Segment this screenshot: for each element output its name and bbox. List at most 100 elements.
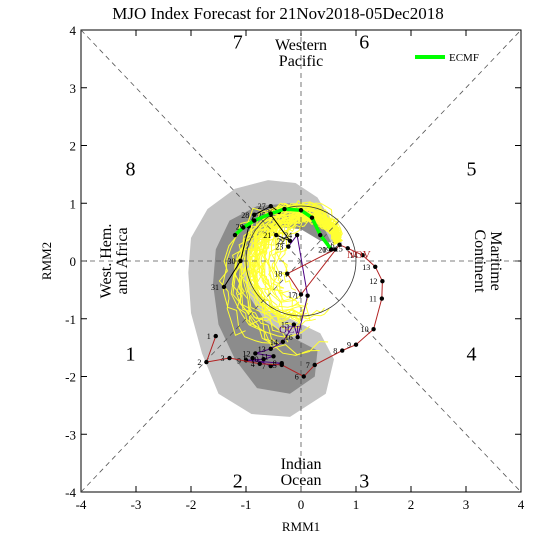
y-tick-label: -1 xyxy=(65,312,76,327)
ecmf-point xyxy=(252,218,257,223)
observed-oct-day-label: 6 xyxy=(244,354,248,363)
observed-late-day-label: 30 xyxy=(228,257,236,266)
observed-nov-point xyxy=(373,264,378,269)
phase-number-1: 1 xyxy=(126,343,136,365)
observed-oct-point xyxy=(294,232,300,238)
phase-number-3: 3 xyxy=(359,470,369,492)
observed-nov-point xyxy=(285,271,290,276)
observed-oct-point xyxy=(286,244,291,249)
observed-nov-point xyxy=(279,362,284,368)
observed-oct-day-label: 10 xyxy=(251,355,259,364)
observed-oct-point xyxy=(261,356,266,362)
region-label-line: Pacific xyxy=(279,53,323,70)
observed-nov-point xyxy=(337,242,342,248)
observed-late-day-label: 25 xyxy=(258,211,266,220)
observed-nov-point xyxy=(360,253,365,258)
x-tick-label: 3 xyxy=(463,497,470,512)
y-tick-label: 0 xyxy=(70,254,77,269)
observed-late-day-label: 31 xyxy=(211,283,219,292)
y-tick-label: 4 xyxy=(70,23,77,38)
x-axis-label: RMM1 xyxy=(282,519,320,534)
observed-oct-day-label: 15 xyxy=(281,321,289,330)
region-label-line: Maritime xyxy=(487,231,504,291)
month-label-nov: NOV xyxy=(347,249,371,261)
x-tick-label: -1 xyxy=(241,497,252,512)
observed-nov-point xyxy=(332,247,338,252)
observed-oct-point xyxy=(268,363,273,369)
ecmf-forecast-track xyxy=(232,206,334,252)
observed-oct-point xyxy=(305,293,310,298)
observed-oct-day-label: 9 xyxy=(237,356,241,365)
region-label-line: Continent xyxy=(471,229,488,293)
observed-late-day-label: 21 xyxy=(263,231,271,240)
observed-oct-point xyxy=(291,322,297,327)
observed-nov-line xyxy=(205,244,383,378)
observed-nov-day-label: 19 xyxy=(322,245,330,254)
legend: ECMF xyxy=(415,52,479,64)
observed-nov-point xyxy=(379,296,385,301)
observed-nov-day-label: 8 xyxy=(333,347,337,356)
region-label-line: Western xyxy=(275,37,327,54)
ensemble-member-line xyxy=(241,208,339,332)
observed-nov-point xyxy=(380,279,385,284)
observed-oct-point xyxy=(253,351,258,356)
ecmf-point xyxy=(298,207,304,213)
observed-nov-point xyxy=(227,355,232,361)
observed-late-point xyxy=(252,212,257,217)
x-tick-label: 1 xyxy=(353,497,360,512)
observed-late-point xyxy=(287,238,293,243)
ecmf-point xyxy=(318,232,323,238)
observed-oct-point xyxy=(271,354,276,359)
observed-nov-day-label: 10 xyxy=(361,325,369,334)
y-tick-label: 3 xyxy=(70,81,77,96)
observed-nov-day-label: 5 xyxy=(273,361,277,370)
observed-nov-day-label: 17 xyxy=(288,290,296,299)
observed-nov-point xyxy=(204,359,209,365)
observed-nov-day-label: 6 xyxy=(295,373,299,382)
phase-number-8: 8 xyxy=(126,159,136,181)
phase-guides xyxy=(80,29,522,493)
legend-ecmf-label: ECMF xyxy=(449,52,479,64)
observed-nov-day-label: 11 xyxy=(369,295,377,304)
observed-nov-day-label: 2 xyxy=(197,358,201,367)
observed-oct-day-label: 13 xyxy=(258,345,266,354)
observed-nov-point xyxy=(298,292,304,297)
ecmf-point xyxy=(282,206,287,212)
observed-oct-point xyxy=(250,355,255,361)
unit-circle xyxy=(245,205,357,317)
observed-late-day-label: 29 xyxy=(236,222,244,231)
region-label-line: West. Hem. xyxy=(98,224,115,299)
phase-number-4: 4 xyxy=(467,343,477,365)
observed-oct-day-label: 24 xyxy=(284,231,292,240)
observed-oct-point xyxy=(268,346,273,351)
observed-nov-day-label: 4 xyxy=(251,360,255,369)
observed-oct-day-label: 16 xyxy=(285,333,293,342)
phase-number-6: 6 xyxy=(359,32,369,54)
observed-nov-point xyxy=(257,361,262,366)
observed-oct-day-label: 8 xyxy=(273,359,277,368)
ecmf-point xyxy=(329,247,334,252)
ensemble-member-line xyxy=(222,202,341,344)
ecmf-point xyxy=(268,211,273,216)
x-tick-label: -4 xyxy=(76,497,87,512)
observed-late-day-label: 22 xyxy=(277,237,285,246)
y-tick-label: 1 xyxy=(70,196,77,211)
region-label: West. Hem. and Africa xyxy=(98,224,131,299)
observed-nov-day-label: 18 xyxy=(274,270,282,279)
y-tick-label: -2 xyxy=(65,370,76,385)
observed-nov-day-label: 12 xyxy=(369,277,377,286)
observed-nov-point xyxy=(353,342,359,347)
ecmf-point xyxy=(232,232,238,238)
observed-oct-day-label: 12 xyxy=(242,349,250,358)
observed-nov-day-label: 1 xyxy=(207,332,211,341)
observed-nov-point xyxy=(340,348,345,353)
observed-nov-day-label: 3 xyxy=(221,354,225,363)
observed-oct-point xyxy=(280,339,286,345)
observed-oct-line xyxy=(245,233,309,367)
phase-number-7: 7 xyxy=(233,32,243,54)
observed-nov-day-label: 14 xyxy=(350,251,358,260)
